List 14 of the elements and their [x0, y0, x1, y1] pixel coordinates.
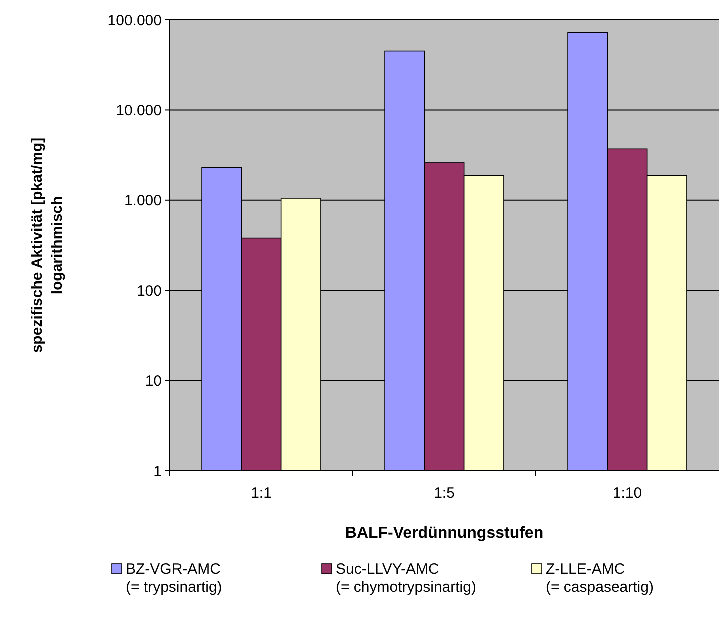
- y-tick-label: 100.000: [108, 12, 162, 30]
- y-tick-label: 10.000: [116, 102, 162, 120]
- y-tick-label: 100: [136, 282, 162, 300]
- x-tick-label: 1:5: [434, 485, 455, 502]
- x-tick-label: 1:1: [251, 485, 272, 502]
- legend-label: BZ-VGR-AMC (= trypsinartig): [126, 561, 222, 596]
- x-axis-title: BALF-Verdünnungsstufen: [345, 525, 544, 542]
- x-tick-label: 1:10: [612, 485, 642, 502]
- y-tick-label: 1: [154, 463, 162, 480]
- y-axis-title: spezifische Aktivität [pkat/mg] logarithmisch: [29, 138, 66, 354]
- y-tick-label: 10: [145, 373, 162, 390]
- legend-label: Suc-LLVY-AMC (= chymotrypsinartig): [336, 561, 476, 596]
- y-tick-label: 1.000: [124, 192, 162, 210]
- legend-label: Z-LLE-AMC (= caspaseartig): [546, 561, 654, 596]
